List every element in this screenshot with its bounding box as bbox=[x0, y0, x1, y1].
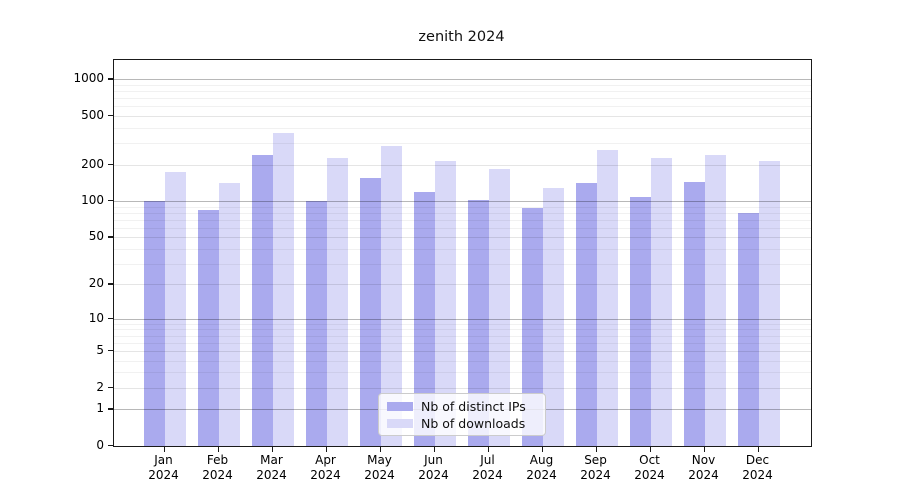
legend-swatch-distinct-ips bbox=[387, 402, 413, 411]
bar-downloads-apr bbox=[327, 157, 348, 446]
y-tick-mark-200 bbox=[108, 163, 113, 165]
y-tick-mark-10 bbox=[108, 317, 113, 320]
x-tick-mark-dec bbox=[757, 447, 759, 452]
bar-ips-feb bbox=[198, 209, 219, 446]
bar-downloads-sep bbox=[597, 149, 618, 446]
x-tick-label-dec: Dec 2024 bbox=[742, 453, 773, 482]
x-tick-mark-jun bbox=[433, 447, 435, 452]
bar-ips-dec bbox=[738, 212, 759, 446]
legend-row-downloads: Nb of downloads bbox=[387, 416, 537, 431]
bar-ips-sep bbox=[576, 183, 597, 446]
x-tick-label-apr: Apr 2024 bbox=[310, 453, 341, 482]
x-tick-label-mar: Mar 2024 bbox=[256, 453, 287, 482]
bar-downloads-may bbox=[381, 145, 402, 446]
gridline-800 bbox=[114, 91, 811, 93]
y-tick-label-10: 10 bbox=[88, 310, 104, 325]
bar-downloads-nov bbox=[705, 154, 726, 446]
x-tick-label-may: May 2024 bbox=[364, 453, 395, 482]
y-tick-mark-1 bbox=[108, 408, 113, 410]
bar-downloads-mar bbox=[273, 132, 294, 446]
y-tick-label-0: 0 bbox=[96, 438, 104, 452]
y-tick-label-1000: 1000 bbox=[73, 71, 104, 86]
y-tick-label-200: 200 bbox=[81, 156, 104, 171]
y-tick-mark-20 bbox=[108, 283, 113, 285]
bar-downloads-jun bbox=[435, 160, 456, 446]
x-tick-label-sep: Sep 2024 bbox=[580, 453, 611, 482]
legend-label-downloads: Nb of downloads bbox=[421, 416, 526, 431]
x-tick-label-feb: Feb 2024 bbox=[202, 453, 233, 482]
y-tick-label-2: 2 bbox=[96, 379, 104, 394]
y-tick-label-5: 5 bbox=[96, 342, 104, 357]
gridline-400 bbox=[114, 127, 811, 129]
y-tick-mark-1000 bbox=[108, 78, 113, 80]
bar-downloads-dec bbox=[759, 161, 780, 446]
bar-downloads-oct bbox=[651, 157, 672, 446]
y-tick-label-20: 20 bbox=[88, 276, 104, 291]
bar-ips-nov bbox=[684, 181, 705, 446]
chart-title: zenith 2024 bbox=[418, 29, 505, 45]
bar-downloads-jul bbox=[489, 169, 510, 446]
x-tick-mark-oct bbox=[649, 447, 651, 452]
y-tick-mark-500 bbox=[108, 115, 113, 117]
bar-ips-mar bbox=[252, 154, 273, 446]
x-tick-mark-sep bbox=[595, 447, 597, 452]
gridline-600 bbox=[114, 106, 811, 108]
bar-ips-jan bbox=[144, 201, 165, 446]
x-tick-label-oct: Oct 2024 bbox=[634, 453, 665, 482]
bar-ips-jul bbox=[468, 200, 489, 446]
plot-area bbox=[113, 59, 812, 447]
bar-downloads-jan bbox=[165, 171, 186, 446]
bar-ips-aug bbox=[522, 208, 543, 446]
bar-downloads-feb bbox=[219, 183, 240, 446]
bar-ips-apr bbox=[306, 201, 327, 446]
bar-ips-jun bbox=[414, 192, 435, 446]
x-tick-mark-may bbox=[379, 447, 381, 452]
x-tick-mark-apr bbox=[325, 447, 327, 452]
legend: Nb of distinct IPs Nb of downloads bbox=[378, 393, 546, 436]
gridline-300 bbox=[114, 143, 811, 145]
bar-ips-may bbox=[360, 178, 381, 446]
x-tick-label-jan: Jan 2024 bbox=[148, 453, 179, 482]
bar-downloads-aug bbox=[543, 188, 564, 446]
y-tick-label-100: 100 bbox=[81, 193, 104, 208]
x-tick-label-nov: Nov 2024 bbox=[688, 453, 719, 482]
x-tick-mark-aug bbox=[541, 447, 543, 452]
y-tick-label-1: 1 bbox=[96, 401, 104, 416]
x-tick-mark-jan bbox=[163, 447, 165, 452]
x-tick-mark-jul bbox=[487, 447, 489, 452]
x-tick-label-jun: Jun 2024 bbox=[418, 453, 449, 482]
bar-ips-oct bbox=[630, 197, 651, 446]
gridline-500 bbox=[114, 116, 811, 118]
x-tick-mark-feb bbox=[217, 447, 219, 452]
legend-swatch-downloads bbox=[387, 419, 413, 428]
gridline-700 bbox=[114, 98, 811, 100]
gridline-1000 bbox=[114, 79, 811, 81]
x-tick-label-jul: Jul 2024 bbox=[472, 453, 503, 482]
legend-row-distinct-ips: Nb of distinct IPs bbox=[387, 399, 537, 414]
y-tick-mark-0 bbox=[108, 445, 113, 447]
x-tick-label-aug: Aug 2024 bbox=[526, 453, 557, 482]
y-tick-mark-100 bbox=[108, 200, 113, 202]
y-tick-label-50: 50 bbox=[88, 229, 104, 244]
y-tick-mark-2 bbox=[108, 386, 113, 389]
x-tick-mark-nov bbox=[703, 447, 705, 452]
legend-label-distinct-ips: Nb of distinct IPs bbox=[421, 399, 526, 414]
gridline-900 bbox=[114, 84, 811, 86]
y-tick-mark-50 bbox=[108, 236, 113, 238]
y-tick-label-500: 500 bbox=[81, 108, 104, 123]
x-tick-mark-mar bbox=[271, 447, 273, 452]
y-tick-mark-5 bbox=[108, 349, 113, 352]
